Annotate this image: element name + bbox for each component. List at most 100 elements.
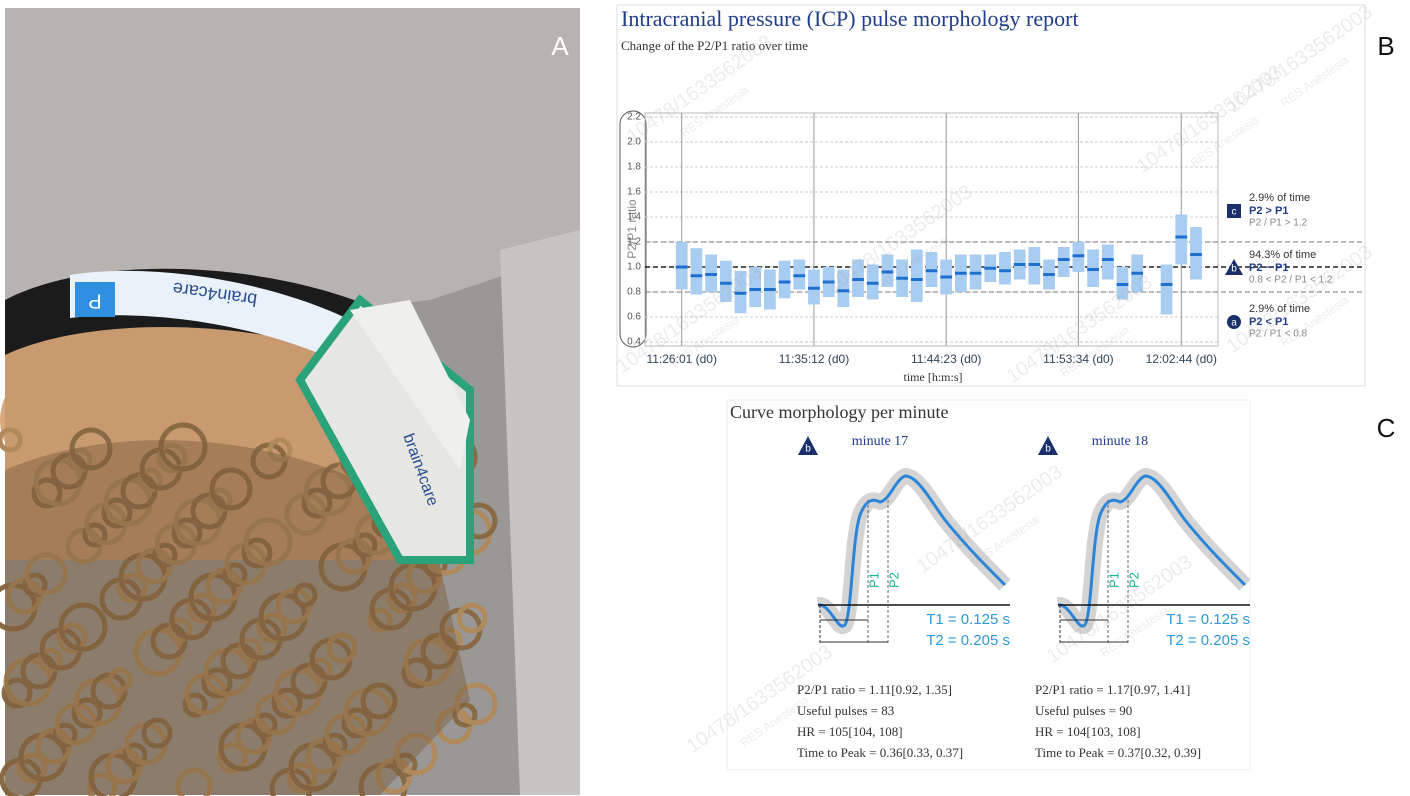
curl <box>241 537 273 569</box>
t2-label: T2 = 0.205 s <box>926 632 1010 649</box>
y-tick-label: 0.4 <box>627 337 641 348</box>
curl <box>307 657 333 683</box>
annotation-condition: P2 / P1 < 0.8 <box>1249 329 1308 340</box>
icon-letter: b <box>805 444 811 455</box>
curl <box>37 647 63 673</box>
y-tick-label: 1.2 <box>627 237 641 248</box>
panel-label: C <box>1377 413 1396 443</box>
chart-subtitle: Change of the P2/P1 ratio over time <box>621 38 808 53</box>
curl <box>22 572 48 598</box>
curl <box>392 752 418 778</box>
icon-letter: c <box>1232 207 1237 218</box>
minute-label: minute 18 <box>1092 434 1148 449</box>
range-bar <box>778 260 791 299</box>
cloth <box>5 8 580 320</box>
curl <box>216 742 248 774</box>
range-bar <box>910 249 923 302</box>
x-tick-label: 11:26:01 (d0) <box>646 352 717 366</box>
curl <box>360 682 398 720</box>
minute-label: minute 17 <box>852 434 908 449</box>
annotation-label: P2 < P1 <box>1249 316 1288 328</box>
curl <box>141 717 173 749</box>
curl <box>201 667 233 699</box>
curl <box>222 562 248 588</box>
curl <box>386 582 418 614</box>
curl <box>243 517 293 567</box>
curl <box>107 667 133 693</box>
icon <box>1227 204 1241 218</box>
curl <box>122 742 148 768</box>
x-tick-label: 11:35:12 (d0) <box>779 352 850 366</box>
annotation-share: 94.3% of time <box>1249 249 1316 261</box>
curl <box>186 592 218 624</box>
stat-line: Time to Peak = 0.36[0.33, 0.37] <box>797 745 963 760</box>
stat-line: HR = 104[103, 108] <box>1035 724 1141 739</box>
peak-label: P2 <box>1126 572 1141 588</box>
panel-b: Intracranial pressure (ICP) pulse morpho… <box>616 4 1366 387</box>
curve <box>817 474 1007 628</box>
stat-line: P2/P1 ratio = 1.11[0.92, 1.35] <box>797 682 952 697</box>
annotation-share: 2.9% of time <box>1249 303 1310 315</box>
curl <box>1 677 33 709</box>
sensor-letter: P <box>88 290 101 312</box>
curl <box>267 437 293 463</box>
annotation-share: 2.9% of time <box>1249 192 1310 204</box>
curl <box>24 552 68 596</box>
curl <box>256 612 288 644</box>
range-bar <box>690 248 703 295</box>
curl <box>456 602 488 634</box>
sheet <box>500 230 580 795</box>
y-tick-label: 1.6 <box>627 187 641 198</box>
panel-labels: A B C <box>551 31 1395 443</box>
curl <box>286 762 318 794</box>
curve <box>1057 474 1247 628</box>
curl <box>167 617 193 643</box>
curl <box>69 427 113 471</box>
curl <box>158 422 208 472</box>
curl <box>271 687 303 719</box>
range-bar <box>999 252 1011 285</box>
icon <box>1038 436 1058 455</box>
curl <box>52 722 78 748</box>
curl <box>171 517 203 549</box>
x-axis-label: time [h:m:s] <box>904 370 963 384</box>
icon <box>1227 315 1241 329</box>
curl <box>454 682 498 726</box>
t1-label: T1 = 0.125 s <box>1166 611 1250 628</box>
icon-letter: b <box>1045 444 1051 455</box>
curl <box>101 497 133 529</box>
curl <box>341 707 373 739</box>
range-bar <box>1101 244 1114 280</box>
y-axis-label: P2/P1 ratio <box>625 199 639 259</box>
icon <box>798 436 818 455</box>
headband-label <box>70 270 370 370</box>
curl <box>322 732 348 758</box>
stat-line: Useful pulses = 90 <box>1035 703 1132 718</box>
y-tick-label: 2.0 <box>627 137 641 148</box>
plot-area <box>644 112 1219 347</box>
curl <box>16 752 48 784</box>
panel-frame <box>726 399 1251 771</box>
chart-title: Intracranial pressure (ICP) pulse morpho… <box>621 6 1079 31</box>
panel-label: B <box>1377 31 1394 61</box>
sensor-tag <box>75 282 115 317</box>
peak-label: P1 <box>866 572 881 588</box>
curl <box>237 637 263 663</box>
range-bar <box>1057 247 1070 277</box>
curl <box>352 532 378 558</box>
device-clip <box>350 300 470 470</box>
x-tick-label: 12:02:44 (d0) <box>1146 352 1217 366</box>
annotation-condition: 0.8 < P2 / P1 < 1.2 <box>1249 275 1333 286</box>
t2-label: T2 = 0.205 s <box>1166 632 1250 649</box>
y-tick-label: 1.8 <box>627 162 641 173</box>
curl <box>31 477 63 509</box>
peak-label: P2 <box>886 572 901 588</box>
panel-label: A <box>551 31 569 61</box>
y-tick-label: 1.4 <box>627 212 641 223</box>
annotation-label: P2 > P1 <box>1249 205 1288 217</box>
curl <box>71 697 103 729</box>
annotation-label: P2 ~ P1 <box>1249 262 1288 274</box>
curl <box>252 712 278 738</box>
range-bar <box>749 267 762 307</box>
